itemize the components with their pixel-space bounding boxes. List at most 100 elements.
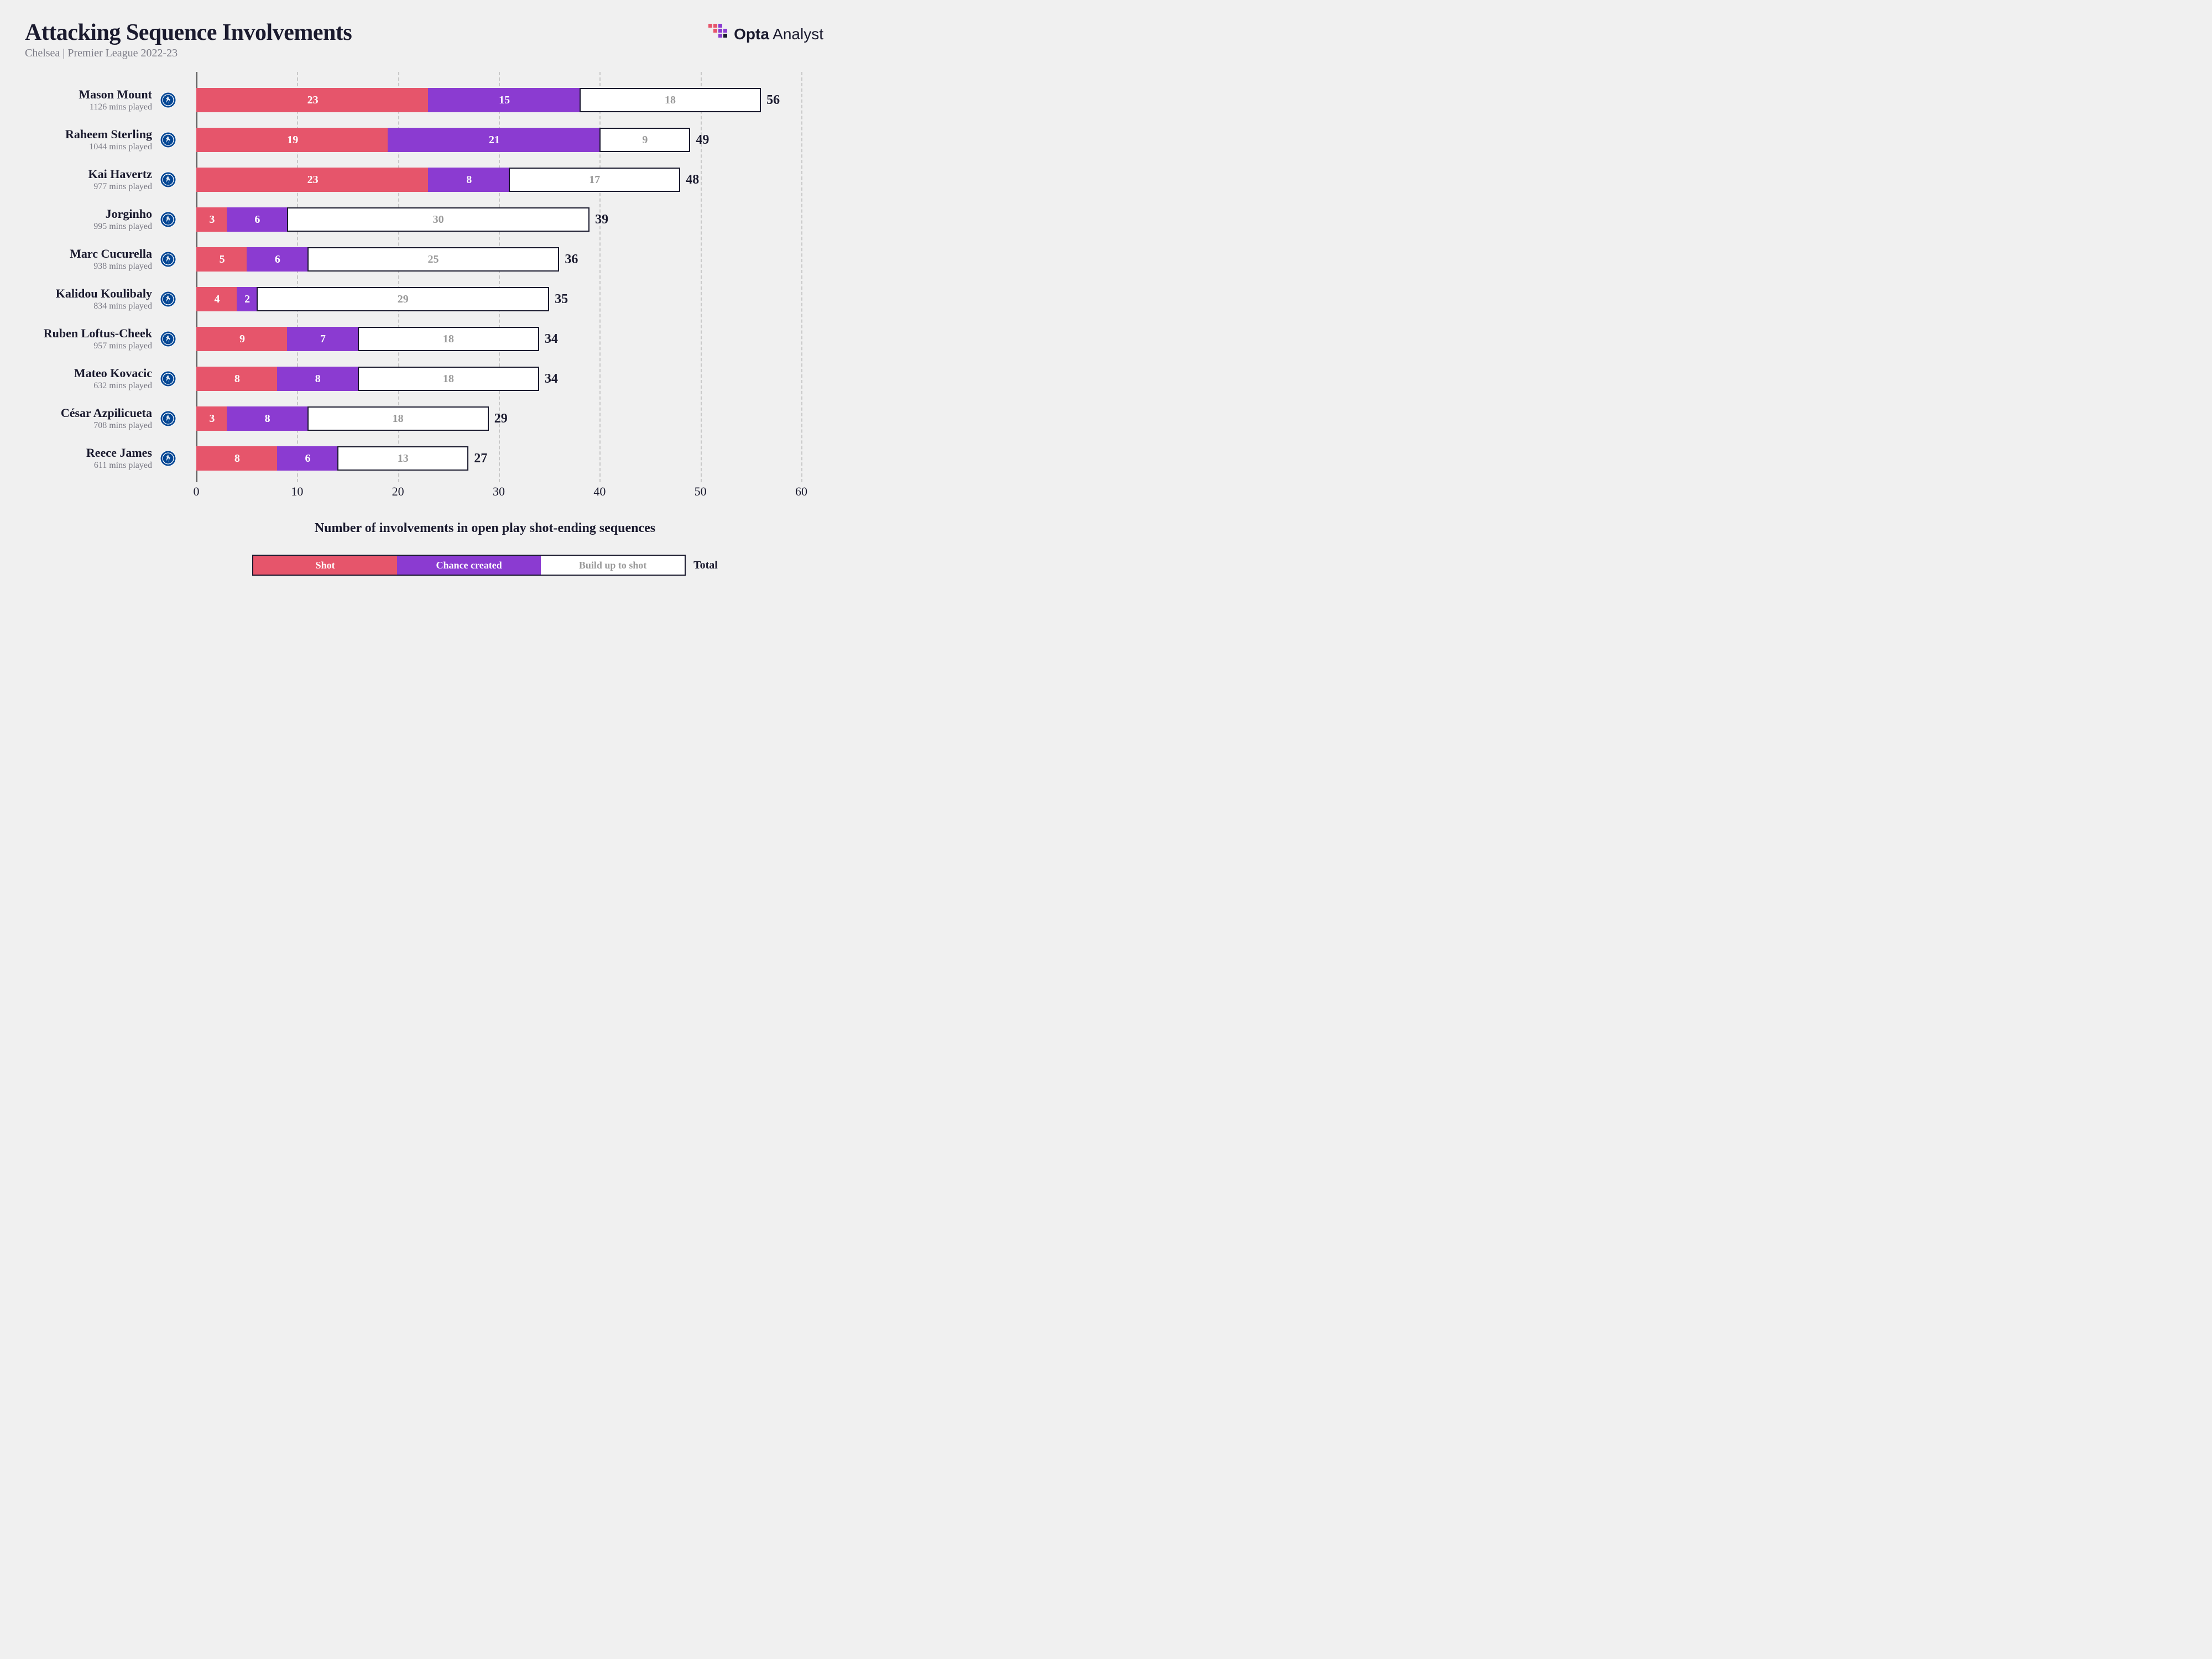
bar-track: 8613 bbox=[196, 446, 468, 471]
header: Attacking Sequence Involvements Chelsea … bbox=[25, 19, 823, 60]
legend-item-chance: Chance created bbox=[397, 556, 541, 575]
title-block: Attacking Sequence Involvements Chelsea … bbox=[25, 19, 352, 60]
bar-track: 5625 bbox=[196, 247, 559, 272]
legend-total-label: Total bbox=[693, 559, 718, 572]
bar-track: 23817 bbox=[196, 168, 680, 192]
segment-shot: 9 bbox=[196, 327, 287, 351]
player-mins: 611 mins played bbox=[25, 460, 152, 471]
player-label: Raheem Sterling 1044 mins played bbox=[25, 128, 152, 152]
player-row: Mason Mount 1126 mins played 231518 56 bbox=[25, 82, 801, 118]
player-mins: 834 mins played bbox=[25, 301, 152, 311]
player-label: César Azpilicueta 708 mins played bbox=[25, 406, 152, 430]
club-badge-icon bbox=[160, 132, 176, 148]
segment-shot: 8 bbox=[196, 367, 277, 391]
player-row: César Azpilicueta 708 mins played 381829 bbox=[25, 400, 801, 437]
player-label: Kai Havertz 977 mins played bbox=[25, 168, 152, 191]
segment-build: 18 bbox=[358, 367, 539, 391]
club-badge-icon bbox=[160, 450, 176, 467]
segment-build: 18 bbox=[307, 406, 489, 431]
player-row: Mateo Kovacic 632 mins played 881834 bbox=[25, 361, 801, 397]
player-row: Jorginho 995 mins played 3630 39 bbox=[25, 201, 801, 238]
segment-chance: 15 bbox=[428, 88, 580, 112]
segment-chance: 7 bbox=[287, 327, 358, 351]
x-tick-label: 60 bbox=[795, 484, 807, 499]
segment-shot: 3 bbox=[196, 207, 227, 232]
x-tick-label: 50 bbox=[695, 484, 707, 499]
total-value: 34 bbox=[545, 372, 558, 387]
bar-track: 231518 bbox=[196, 88, 761, 112]
player-label: Reece James 611 mins played bbox=[25, 446, 152, 470]
player-label: Mason Mount 1126 mins played bbox=[25, 88, 152, 112]
player-label: Kalidou Koulibaly 834 mins played bbox=[25, 287, 152, 311]
segment-chance: 8 bbox=[428, 168, 509, 192]
segment-build: 25 bbox=[307, 247, 560, 272]
segment-shot: 5 bbox=[196, 247, 247, 272]
brand-name: Opta Analyst bbox=[734, 25, 823, 43]
player-row: Ruben Loftus-Cheek 957 mins played 9718 3… bbox=[25, 321, 801, 357]
player-name: César Azpilicueta bbox=[25, 406, 152, 420]
player-name: Reece James bbox=[25, 446, 152, 460]
x-axis-label: Number of involvements in open play shot… bbox=[169, 521, 801, 536]
segment-shot: 8 bbox=[196, 446, 277, 471]
player-label: Ruben Loftus-Cheek 957 mins played bbox=[25, 327, 152, 351]
segment-chance: 2 bbox=[237, 287, 257, 311]
player-name: Raheem Sterling bbox=[25, 128, 152, 141]
segment-shot: 23 bbox=[196, 168, 428, 192]
club-badge-icon bbox=[160, 251, 176, 268]
player-label: Mateo Kovacic 632 mins played bbox=[25, 367, 152, 390]
bar-track: 3818 bbox=[196, 406, 489, 431]
segment-build: 30 bbox=[287, 207, 589, 232]
segment-chance: 6 bbox=[247, 247, 307, 272]
segment-shot: 19 bbox=[196, 128, 388, 152]
player-row: Kalidou Koulibaly 834 mins played 422935 bbox=[25, 281, 801, 317]
gridline bbox=[801, 72, 802, 482]
segment-build: 18 bbox=[358, 327, 539, 351]
segment-shot: 3 bbox=[196, 406, 227, 431]
player-row: Kai Havertz 977 mins played 2381748 bbox=[25, 161, 801, 198]
plot-region: 0102030405060Mason Mount 1126 mins playe… bbox=[196, 75, 801, 477]
player-mins: 995 mins played bbox=[25, 221, 152, 232]
total-value: 35 bbox=[555, 292, 568, 307]
player-label: Jorginho 995 mins played bbox=[25, 207, 152, 231]
legend-item-build: Build up to shot bbox=[541, 556, 685, 575]
club-badge-icon bbox=[160, 211, 176, 228]
x-tick-label: 20 bbox=[392, 484, 404, 499]
opta-logo-icon bbox=[708, 24, 729, 45]
total-value: 56 bbox=[766, 93, 780, 108]
segment-build: 9 bbox=[599, 128, 690, 152]
bar-track: 19219 bbox=[196, 128, 690, 152]
x-tick-label: 30 bbox=[493, 484, 505, 499]
segment-chance: 21 bbox=[388, 128, 599, 152]
player-row: Marc Cucurella 938 mins played 562536 bbox=[25, 241, 801, 278]
legend-item-shot: Shot bbox=[253, 556, 397, 575]
player-name: Kai Havertz bbox=[25, 168, 152, 181]
club-badge-icon bbox=[160, 410, 176, 427]
segment-build: 29 bbox=[257, 287, 549, 311]
bar-track: 3630 bbox=[196, 207, 589, 232]
x-tick-label: 0 bbox=[194, 484, 200, 499]
segment-build: 18 bbox=[580, 88, 761, 112]
chart-title: Attacking Sequence Involvements bbox=[25, 19, 352, 46]
player-row: Raheem Sterling 1044 mins played 1921949 bbox=[25, 122, 801, 158]
total-value: 39 bbox=[595, 212, 608, 227]
player-mins: 957 mins played bbox=[25, 341, 152, 351]
player-mins: 977 mins played bbox=[25, 181, 152, 192]
total-value: 34 bbox=[545, 332, 558, 347]
segment-build: 17 bbox=[509, 168, 680, 192]
player-name: Kalidou Koulibaly bbox=[25, 287, 152, 300]
player-name: Jorginho bbox=[25, 207, 152, 221]
segment-build: 13 bbox=[337, 446, 468, 471]
segment-chance: 8 bbox=[277, 367, 358, 391]
x-tick-label: 40 bbox=[593, 484, 606, 499]
player-mins: 632 mins played bbox=[25, 380, 152, 391]
brand-logo: Opta Analyst bbox=[708, 24, 823, 45]
segment-chance: 6 bbox=[277, 446, 337, 471]
x-tick-label: 10 bbox=[291, 484, 303, 499]
bar-track: 8818 bbox=[196, 367, 539, 391]
chart-area: 0102030405060Mason Mount 1126 mins playe… bbox=[169, 75, 801, 507]
player-name: Mateo Kovacic bbox=[25, 367, 152, 380]
club-badge-icon bbox=[160, 291, 176, 307]
club-badge-icon bbox=[160, 171, 176, 188]
segment-shot: 23 bbox=[196, 88, 428, 112]
legend-container: Shot Chance created Build up to shot Tot… bbox=[169, 555, 801, 576]
